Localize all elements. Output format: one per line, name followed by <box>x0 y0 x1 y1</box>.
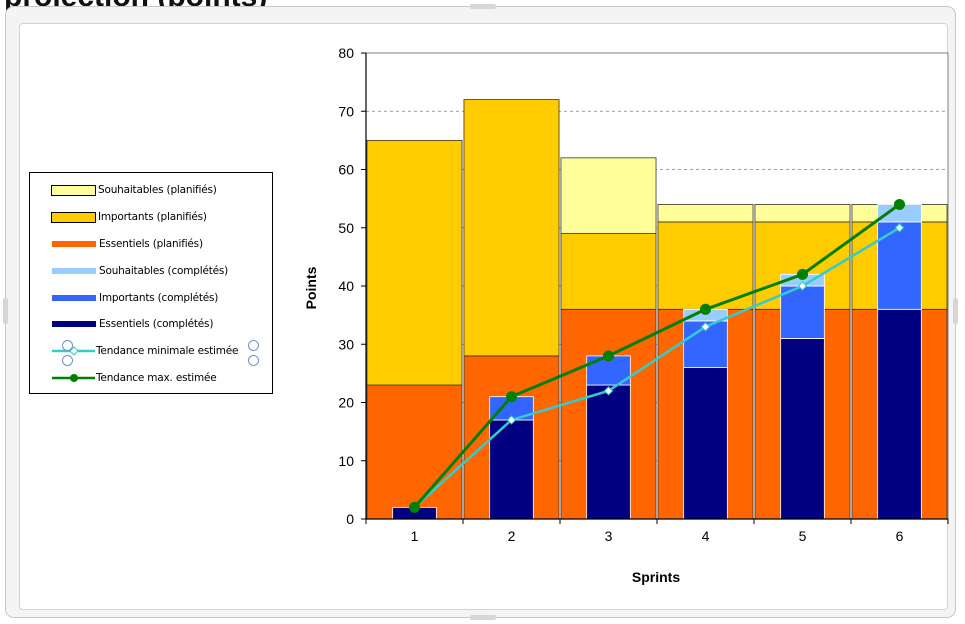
bars <box>366 99 948 520</box>
bar-planned-2-sprint-2 <box>463 99 560 357</box>
gridlines <box>365 52 949 520</box>
legend-item[interactable]: Souhaitables (planifiés) <box>30 177 272 204</box>
legend-label: Tendance max. estimée <box>96 371 217 384</box>
legend-item[interactable]: Tendance minimale estimée <box>30 338 272 365</box>
x-tick-label-4: 4 <box>702 528 710 544</box>
legend-item[interactable]: Tendance max. estimée <box>30 365 272 392</box>
legend-item[interactable]: Importants (planifiés) <box>30 204 272 231</box>
trend-lines <box>409 198 905 513</box>
x-tick-label-6: 6 <box>896 528 904 544</box>
legend-label: Essentiels (complétés) <box>99 318 214 331</box>
trend-max-point-2 <box>506 391 517 403</box>
trend-line-max <box>413 203 901 509</box>
selection-handle-icon[interactable] <box>62 340 73 351</box>
selection-handle-icon[interactable] <box>62 355 73 366</box>
bar-completed-2-sprint-5 <box>780 285 825 339</box>
legend-label: Souhaitables (complétés) <box>99 264 229 277</box>
legend-swatch <box>51 184 96 196</box>
bar-planned-2-sprint-1 <box>366 139 463 386</box>
legend-swatch <box>52 321 96 328</box>
x-tick-label-3: 3 <box>605 528 613 544</box>
bar-planned-1-sprint-1 <box>366 384 463 520</box>
trend-min-point-4 <box>700 322 711 332</box>
legend-swatch <box>51 211 96 223</box>
resize-handle-bottom[interactable] <box>470 615 496 620</box>
x-axis-label: Sprints <box>632 569 680 585</box>
selection-handle-icon[interactable] <box>248 340 259 351</box>
y-tick-label-0: 0 <box>346 511 354 527</box>
bar-completed-2-sprint-6 <box>877 221 922 310</box>
legend[interactable]: Souhaitables (planifiés) Importants (plan… <box>29 172 273 394</box>
legend-label: Importants (planifiés) <box>98 211 207 224</box>
bar-completed-1-sprint-4 <box>683 367 728 520</box>
y-tick-label-80: 80 <box>338 45 354 61</box>
y-tick-label-30: 30 <box>338 336 354 352</box>
legend-swatch <box>49 372 96 384</box>
trend-max-point-4 <box>700 303 711 315</box>
legend-item[interactable]: Essentiels (complétés) <box>30 311 272 338</box>
y-tick-label-60: 60 <box>338 162 354 178</box>
legend-item[interactable]: Souhaitables (complétés) <box>30 257 272 284</box>
trend-line-min <box>413 226 901 509</box>
legend-swatch <box>49 345 96 357</box>
trend-min-point-3 <box>603 386 614 396</box>
x-tick-label-5: 5 <box>799 528 807 544</box>
bar-completed-1-sprint-5 <box>780 338 825 520</box>
y-tick-label-40: 40 <box>338 278 354 294</box>
trend-max-point-5 <box>797 268 808 280</box>
bar-planned-2-sprint-3 <box>560 233 657 310</box>
y-axis-label: Points <box>303 266 319 309</box>
bar-planned-3-sprint-4 <box>657 204 754 223</box>
legend-label: Souhaitables (planifiés) <box>98 184 217 197</box>
trend-min-point-5 <box>797 281 808 291</box>
trend-min-point-2 <box>506 415 517 425</box>
axes: 0 10 20 30 40 50 60 70 80 1 2 3 4 5 6 <box>338 45 949 544</box>
resize-handle-top[interactable] <box>470 4 496 9</box>
x-tick-label-1: 1 <box>411 528 419 544</box>
bar-planned-3-sprint-3 <box>560 157 657 234</box>
trend-max-point-3 <box>603 350 614 362</box>
y-tick-label-20: 20 <box>338 395 354 411</box>
bar-planned-2-sprint-4 <box>657 221 754 310</box>
y-tick-label-10: 10 <box>338 453 354 469</box>
legend-swatch <box>52 267 96 274</box>
trend-max-point-1 <box>409 501 420 513</box>
legend-label: Importants (complétés) <box>99 291 219 304</box>
selection-handle-icon[interactable] <box>248 355 259 366</box>
resize-handle-right[interactable] <box>953 298 958 324</box>
legend-label: Tendance minimale estimée <box>96 345 239 358</box>
bar-completed-1-sprint-6 <box>877 308 922 520</box>
legend-swatch <box>52 294 96 301</box>
trend-min-point-6 <box>894 223 905 233</box>
x-tick-label-2: 2 <box>508 528 516 544</box>
y-tick-label-50: 50 <box>338 220 354 236</box>
legend-swatch <box>52 240 96 247</box>
trend-max-point-6 <box>894 198 905 210</box>
bar-completed-1-sprint-3 <box>586 384 631 520</box>
legend-item[interactable]: Importants (complétés) <box>30 284 272 311</box>
legend-item[interactable]: Essentiels (planifiés) <box>30 231 272 258</box>
bar-planned-3-sprint-5 <box>754 204 851 223</box>
legend-label: Essentiels (planifiés) <box>99 237 203 250</box>
resize-handle-left[interactable] <box>3 298 8 324</box>
y-tick-label-70: 70 <box>338 103 354 119</box>
